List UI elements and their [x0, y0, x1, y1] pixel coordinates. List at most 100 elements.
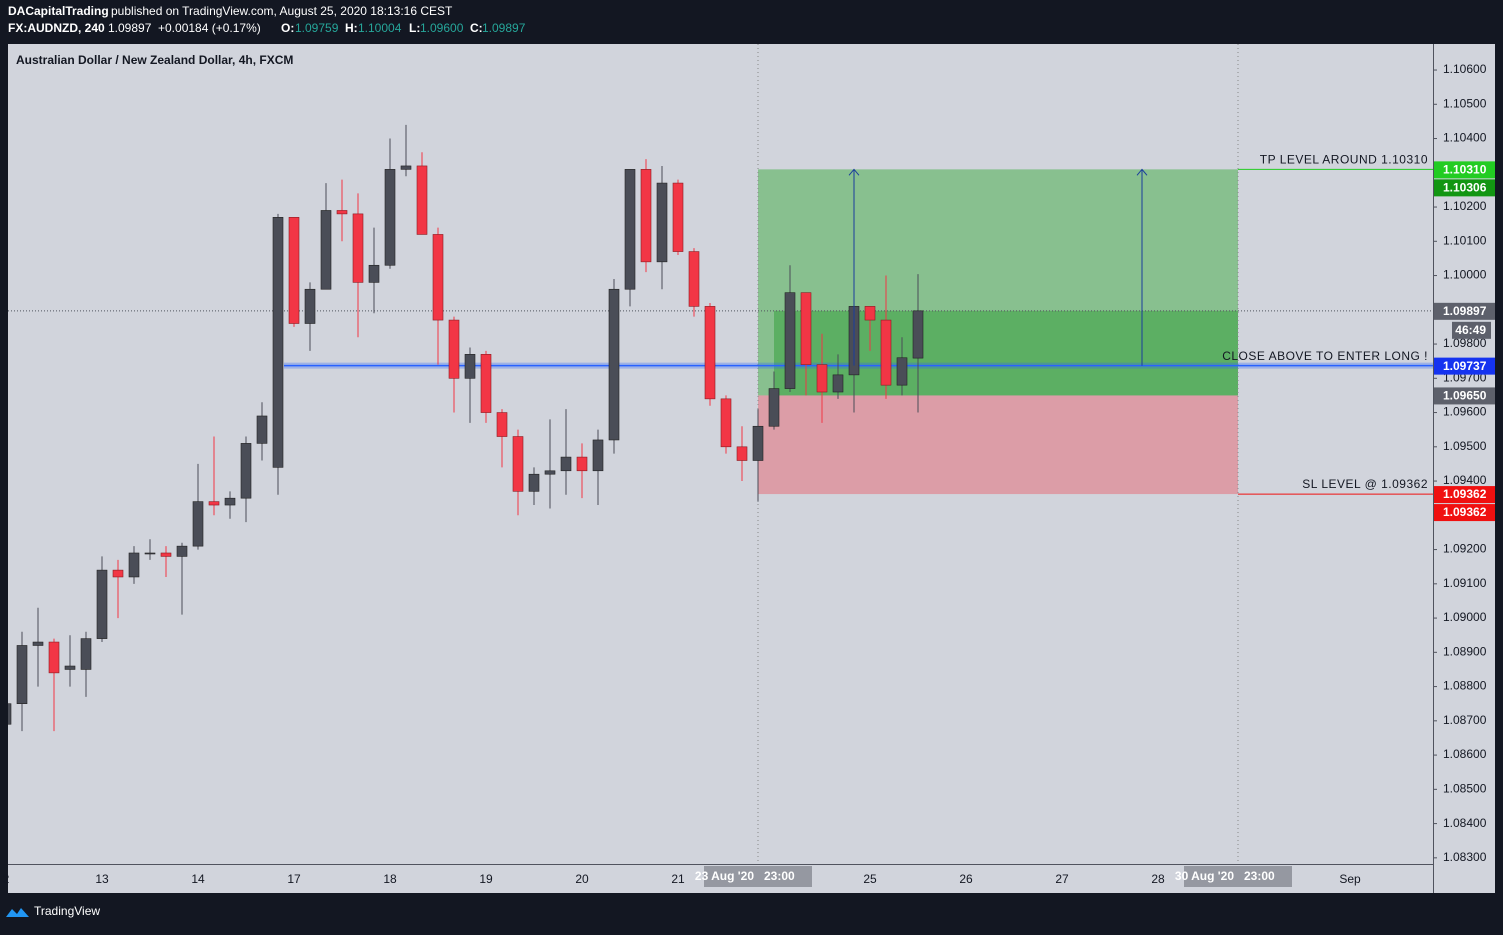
- candle-body: [320, 210, 332, 290]
- y-tick-label: 1.10500: [1443, 96, 1487, 110]
- arrow-head: [848, 168, 860, 176]
- candle-body: [672, 182, 684, 252]
- candle-body: [880, 319, 892, 386]
- logo: [6, 908, 29, 917]
- date-label: 23 Aug '20: [695, 869, 754, 883]
- candle-body: [432, 234, 444, 321]
- candle-body: [112, 569, 124, 578]
- candle-body: [560, 456, 572, 472]
- annotation: SL LEVEL @ 1.09362: [1302, 477, 1428, 491]
- price-label-bg: [1434, 504, 1495, 522]
- candle-body: [416, 165, 428, 235]
- candle-body: [16, 645, 28, 704]
- price-label: 1.10306: [1443, 181, 1487, 195]
- price-label-bg: [1434, 179, 1495, 197]
- candle-body: [288, 217, 300, 324]
- x-tick-label: 18: [383, 872, 397, 886]
- candle-body: [512, 436, 524, 492]
- l-label: L:: [409, 21, 420, 35]
- candle-body: [640, 169, 652, 263]
- candle-body: [608, 288, 620, 441]
- candle-body: [64, 665, 76, 670]
- y-tick-label: 1.08600: [1443, 747, 1487, 761]
- candle-body: [864, 306, 876, 321]
- price-label: 1.09362: [1443, 487, 1487, 501]
- x-tick-label: 13: [95, 872, 109, 886]
- y-tick-label: 1.09600: [1443, 405, 1487, 419]
- published: published on TradingView.com, August 25,…: [111, 4, 453, 18]
- candle-body: [224, 497, 236, 506]
- price-label-bg: [1434, 161, 1495, 179]
- price-label-bg: [1434, 302, 1495, 320]
- brand: TradingView: [34, 904, 100, 918]
- y-tick-label: 1.08500: [1443, 782, 1487, 796]
- price-label-bg: [1434, 357, 1495, 375]
- candle-body: [736, 446, 748, 461]
- candle-body: [448, 319, 460, 379]
- annotation: CLOSE ABOVE TO ENTER LONG !: [1222, 349, 1428, 363]
- candle-body: [800, 292, 812, 365]
- candle-body: [176, 545, 188, 557]
- date-label-bg: [704, 866, 812, 887]
- candle-body: [528, 473, 540, 492]
- price-label: 1.09362: [1443, 505, 1487, 519]
- l: 1.09600: [420, 21, 464, 35]
- date-label: 30 Aug '20: [1175, 869, 1234, 883]
- y-tick-label: 1.09000: [1443, 610, 1487, 624]
- candle-body: [896, 357, 908, 386]
- x-tick-label: 25: [863, 872, 877, 886]
- y-tick-label: 1.09400: [1443, 473, 1487, 487]
- candle-body: [832, 374, 844, 393]
- h: 1.10004: [358, 21, 402, 35]
- c-label: C:: [470, 21, 483, 35]
- y-tick-label: 1.10100: [1443, 233, 1487, 247]
- h-label: H:: [345, 21, 358, 35]
- chart-title: Australian Dollar / New Zealand Dollar, …: [16, 53, 293, 67]
- candle-body: [464, 354, 476, 379]
- candle-body: [704, 306, 716, 400]
- x-tick-label: 26: [959, 872, 973, 886]
- candle-body: [144, 552, 156, 555]
- y-tick-label: 1.08300: [1443, 850, 1487, 864]
- candle-body: [160, 552, 172, 557]
- candle-body: [400, 165, 412, 170]
- candle-body: [544, 470, 556, 475]
- x-tick-label: 2: [3, 872, 10, 886]
- open-profit-zone: [774, 310, 1238, 396]
- arrow-head: [1136, 168, 1148, 176]
- price-label-bg: [1434, 387, 1495, 405]
- c: 1.09897: [482, 21, 526, 35]
- x-tick-label: 20: [575, 872, 589, 886]
- y-tick-label: 1.10600: [1443, 62, 1487, 76]
- candle-body: [480, 354, 492, 413]
- price-label: 1.09737: [1443, 359, 1487, 373]
- x-tick-label: 17: [287, 872, 301, 886]
- y-tick-label: 1.08900: [1443, 644, 1487, 658]
- x-tick-label: 19: [479, 872, 493, 886]
- y-tick-label: 1.09100: [1443, 576, 1487, 590]
- candle-body: [624, 169, 636, 290]
- candle-body: [48, 641, 60, 674]
- candle-body: [240, 443, 252, 499]
- author: DACapitalTrading: [8, 4, 109, 18]
- y-tick-label: 1.08800: [1443, 679, 1487, 693]
- price-label: 1.10310: [1443, 163, 1487, 177]
- last: 1.09897: [108, 21, 152, 35]
- candle-body: [496, 412, 508, 437]
- change: +0.00184 (+0.17%): [158, 21, 261, 35]
- candle-body: [96, 569, 108, 639]
- candle-body: [912, 310, 924, 359]
- countdown: 46:49: [1455, 323, 1486, 337]
- y-tick-label: 1.08700: [1443, 713, 1487, 727]
- x-tick-label: 21: [671, 872, 685, 886]
- candle-body: [336, 210, 348, 215]
- plot: TP LEVEL AROUND 1.10310 CLOSE ABOVE TO EN…: [8, 44, 1433, 864]
- chart-background: [8, 44, 1495, 893]
- x-tick-label: 28: [1151, 872, 1165, 886]
- candle-body: [384, 169, 396, 266]
- candle-body: [256, 415, 268, 444]
- candle-body: [304, 288, 316, 324]
- y-tick-label: 1.08400: [1443, 816, 1487, 830]
- date-label-bg: [1184, 866, 1292, 887]
- candle-body: [192, 501, 204, 547]
